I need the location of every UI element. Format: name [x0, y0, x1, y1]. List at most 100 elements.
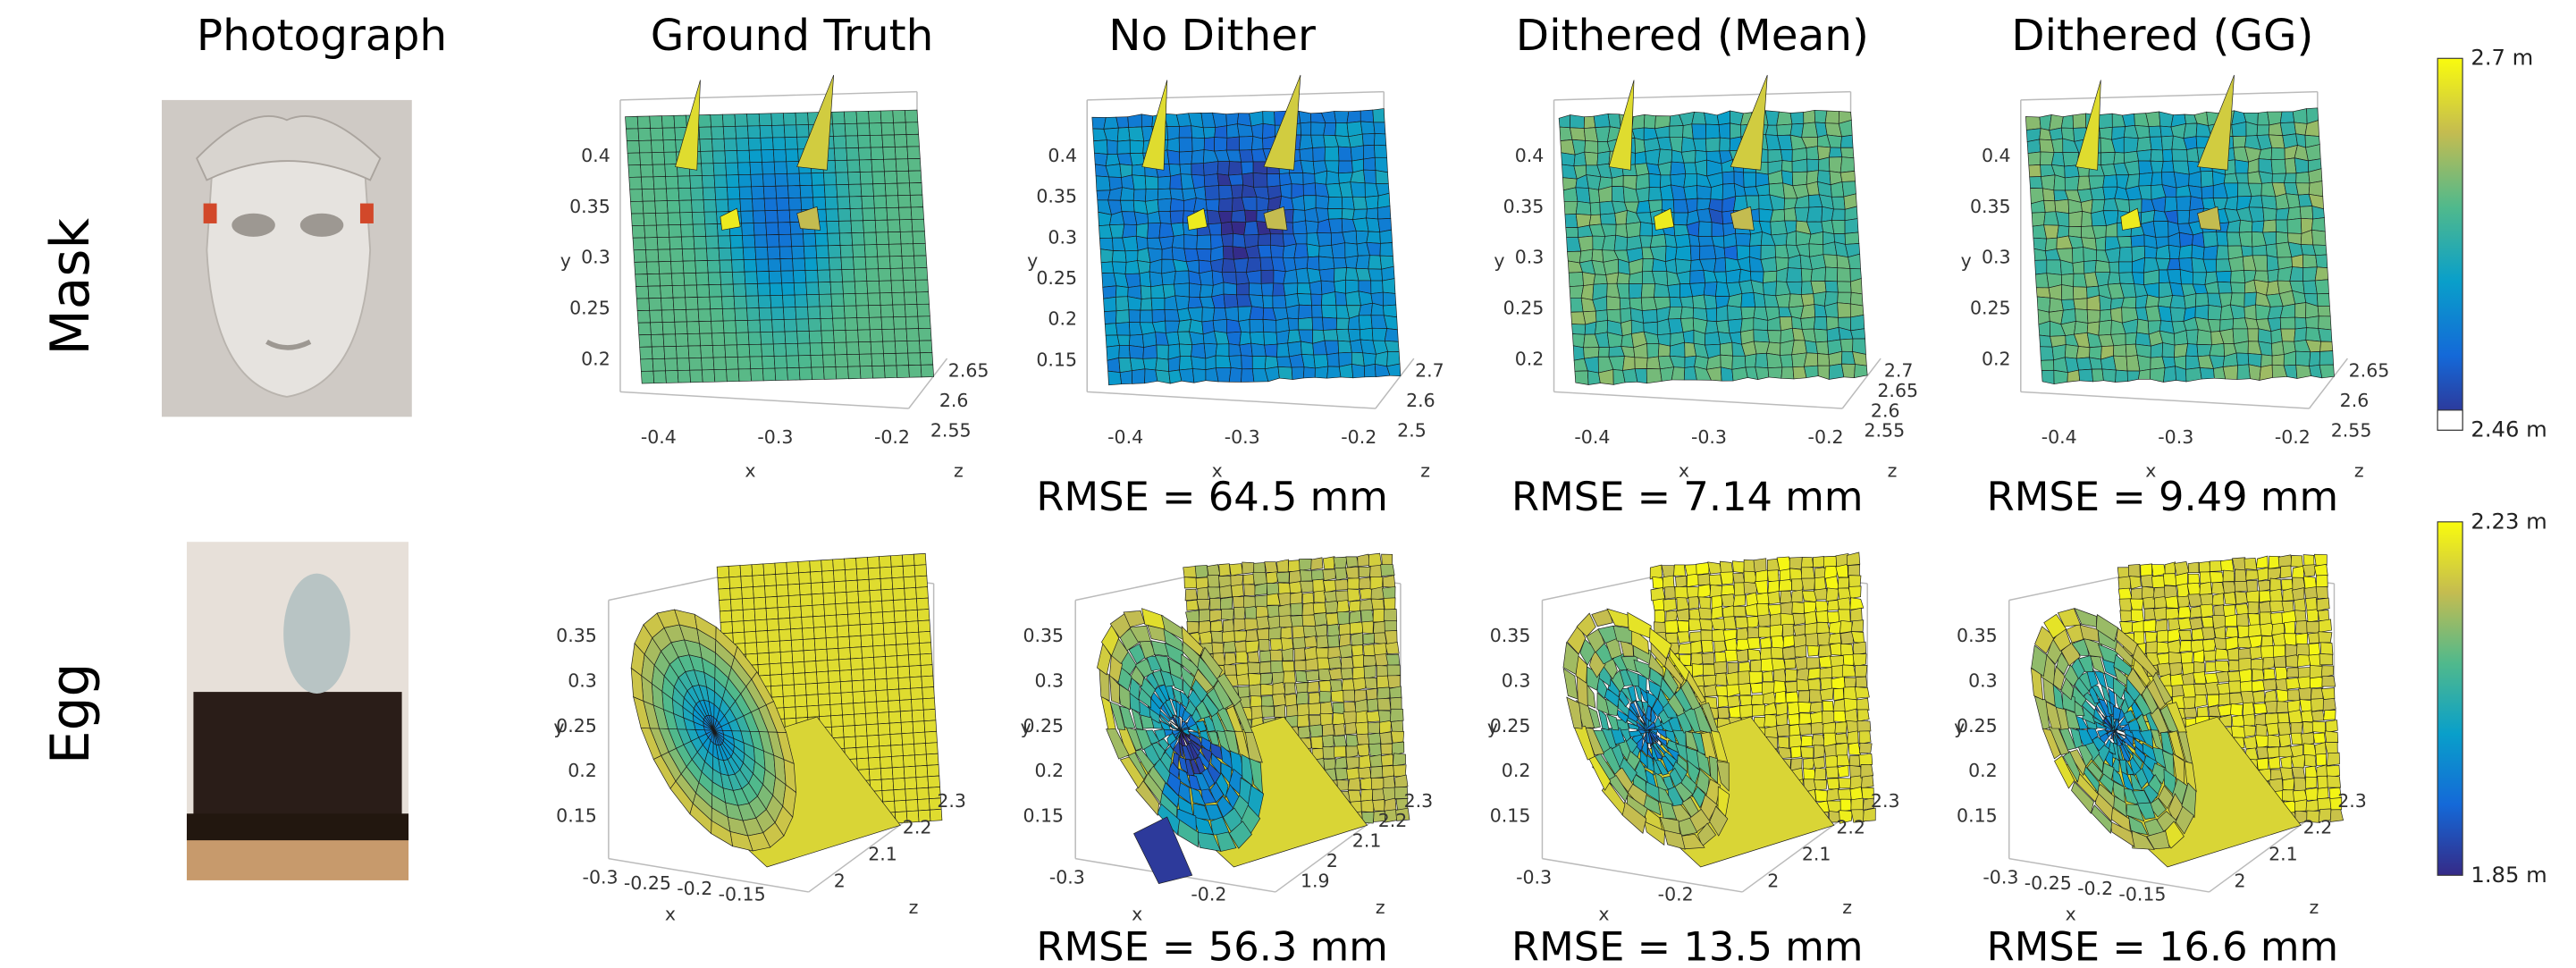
- surface-patch: [905, 587, 917, 599]
- surface-patch: [2119, 262, 2133, 273]
- surface-patch: [2184, 123, 2197, 139]
- surface-patch: [829, 682, 841, 694]
- surface-patch: [2284, 173, 2296, 183]
- surface-patch: [2122, 297, 2136, 307]
- surface-patch: [1152, 309, 1166, 323]
- surface-patch: [652, 347, 664, 359]
- surface-patch: [1346, 735, 1359, 746]
- surface-patch: [1263, 112, 1275, 126]
- y-tick-label: 0.2: [581, 349, 610, 370]
- surface-patch: [1333, 703, 1344, 713]
- surface-patch: [2223, 570, 2235, 582]
- surface-patch: [1782, 646, 1796, 660]
- surface-patch: [727, 187, 739, 199]
- surface-patch: [779, 247, 792, 259]
- surface-patch: [1352, 655, 1364, 668]
- surface-patch: [787, 161, 799, 173]
- surface-patch: [789, 606, 802, 618]
- surface-patch: [2272, 633, 2286, 646]
- surface-patch: [909, 665, 922, 677]
- surface-patch: [903, 755, 915, 767]
- surface-patch: [885, 183, 897, 196]
- surface-patch: [2090, 358, 2102, 369]
- surface-patch: [821, 560, 834, 571]
- colorbar-clip: [2437, 410, 2462, 430]
- surface-patch: [2114, 345, 2127, 357]
- x-tick-label: -0.25: [2025, 872, 2072, 894]
- surface-patch: [650, 310, 662, 323]
- surface-patch: [1617, 273, 1630, 283]
- surface-patch: [745, 272, 757, 284]
- surface-patch: [799, 173, 812, 186]
- surface-patch: [1712, 223, 1723, 237]
- surface-patch: [856, 557, 869, 568]
- y-tick-label: 0.35: [1023, 625, 1064, 646]
- surface-patch: [1350, 601, 1362, 611]
- surface-patch: [799, 367, 812, 380]
- surface-patch: [1391, 720, 1403, 732]
- surface-patch: [2218, 694, 2231, 705]
- surface-patch: [764, 585, 777, 597]
- surface-patch: [879, 556, 891, 568]
- surface-patch: [714, 369, 727, 382]
- surface-patch: [897, 644, 909, 655]
- surface-patch: [792, 246, 804, 258]
- surface-patch: [1342, 679, 1354, 691]
- surface-patch: [884, 172, 897, 184]
- surface-patch: [1343, 702, 1356, 712]
- surface-patch: [1275, 704, 1285, 717]
- surface-patch: [900, 231, 913, 244]
- surface-patch: [1352, 667, 1365, 679]
- surface-patch: [1170, 174, 1183, 189]
- surface-patch: [721, 297, 734, 309]
- surface-patch: [1363, 145, 1375, 159]
- surface-patch: [1850, 292, 1863, 306]
- surface-patch: [1311, 294, 1322, 306]
- surface-patch: [1259, 651, 1271, 662]
- surface-patch: [903, 268, 915, 281]
- surface-patch: [2312, 721, 2326, 733]
- surface-patch: [837, 184, 849, 197]
- surface-patch: [915, 576, 928, 587]
- surface-patch: [844, 112, 856, 124]
- surface-patch: [1825, 267, 1838, 282]
- surface-patch: [1768, 604, 1781, 615]
- surface-patch: [737, 357, 750, 369]
- surface-patch: [1350, 622, 1362, 635]
- surface-patch: [867, 735, 880, 746]
- surface-patch: [1646, 369, 1662, 383]
- y-tick-label: 0.25: [1036, 267, 1077, 289]
- surface-patch: [1191, 343, 1206, 358]
- surface-patch: [2267, 723, 2279, 736]
- surface-patch: [868, 568, 880, 579]
- surface-patch: [1233, 233, 1245, 248]
- surface-patch: [2132, 620, 2144, 633]
- surface-patch: [1328, 657, 1342, 669]
- surface-patch: [868, 293, 880, 306]
- surface-patch: [1204, 138, 1215, 151]
- surface-patch: [2314, 554, 2327, 566]
- surface-patch: [1312, 305, 1323, 317]
- surface-patch: [719, 248, 731, 260]
- surface-patch: [630, 189, 643, 202]
- surface-patch: [2293, 109, 2307, 124]
- surface-patch: [913, 553, 926, 565]
- column-header: No Dither: [1108, 11, 1316, 61]
- surface-patch: [636, 274, 648, 287]
- surface-patch: [908, 654, 921, 666]
- surface-patch: [1699, 619, 1713, 631]
- surface-patch: [639, 140, 652, 153]
- surface-patch: [1158, 189, 1171, 199]
- surface-plot: 0.40.350.30.250.2-0.4-0.3-0.22.552.62.65…: [1494, 75, 1918, 482]
- surface-patch: [880, 293, 892, 306]
- surface-patch: [2127, 371, 2140, 382]
- surface-patch: [1222, 233, 1233, 247]
- surface-patch: [1301, 341, 1313, 355]
- surface-patch: [2144, 246, 2157, 258]
- surface-patch: [1855, 665, 1866, 677]
- surface-patch: [2310, 677, 2323, 688]
- surface-patch: [2328, 776, 2341, 787]
- surface-patch: [1208, 587, 1220, 599]
- surface-patch: [675, 322, 687, 334]
- surface-patch: [1351, 633, 1363, 645]
